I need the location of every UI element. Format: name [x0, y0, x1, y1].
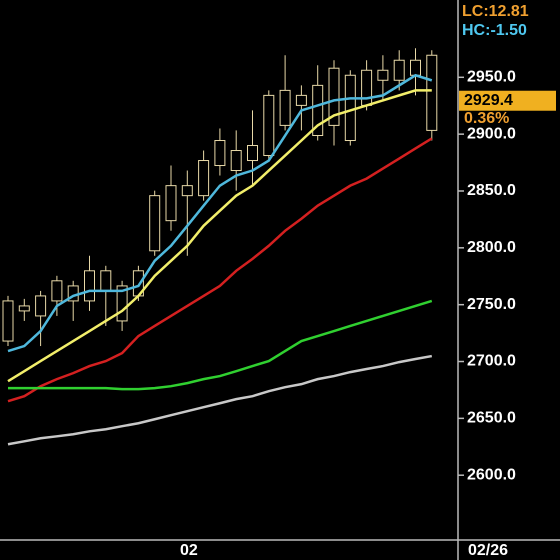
x-label: 02	[180, 542, 198, 559]
moving-average-line	[8, 299, 433, 391]
moving-average-line	[7, 354, 433, 446]
candle-body	[149, 195, 161, 252]
y-tick-label: 2950.0	[467, 69, 516, 86]
candle-body	[100, 270, 112, 292]
y-tick-label: 2850.0	[467, 182, 516, 199]
candle-body	[361, 69, 373, 106]
candle-body	[214, 140, 226, 167]
candle-body	[18, 305, 30, 312]
candle-body	[247, 145, 258, 162]
candle-body	[393, 59, 405, 81]
candle-body	[263, 94, 275, 157]
candle-body	[377, 69, 389, 81]
moving-average-line	[7, 137, 433, 403]
candle-body	[51, 280, 63, 302]
change-label: 0.36%	[464, 110, 509, 127]
candle-body	[344, 74, 356, 142]
candle-body	[295, 94, 307, 106]
candle-body	[410, 59, 421, 76]
moving-average-line	[7, 89, 432, 383]
candle-body	[165, 185, 177, 222]
candle-body	[279, 89, 291, 126]
last-price: 2929.4	[464, 92, 513, 109]
candle-body	[426, 54, 438, 131]
y-tick-label: 2900.0	[467, 125, 516, 142]
candle-body	[312, 84, 324, 137]
candle-body	[230, 150, 242, 172]
y-tick-label: 2700.0	[467, 353, 516, 370]
candle-body	[35, 295, 47, 317]
y-tick-label: 2600.0	[467, 466, 516, 483]
lc-label: LC:12.81	[462, 3, 529, 20]
candle-body	[116, 285, 128, 322]
y-tick-label: 2750.0	[467, 296, 516, 313]
last-price-box	[459, 90, 556, 111]
candle-body	[181, 185, 193, 197]
moving-average-line	[7, 73, 433, 353]
hc-label: HC:-1.50	[462, 22, 527, 39]
candle-body	[198, 160, 210, 197]
candle-body	[2, 300, 14, 342]
candle-body	[328, 67, 340, 126]
y-tick-label: 2800.0	[467, 239, 516, 256]
x-label: 02/26	[468, 542, 508, 559]
candle-body	[84, 270, 95, 302]
y-tick-label: 2650.0	[467, 410, 516, 427]
